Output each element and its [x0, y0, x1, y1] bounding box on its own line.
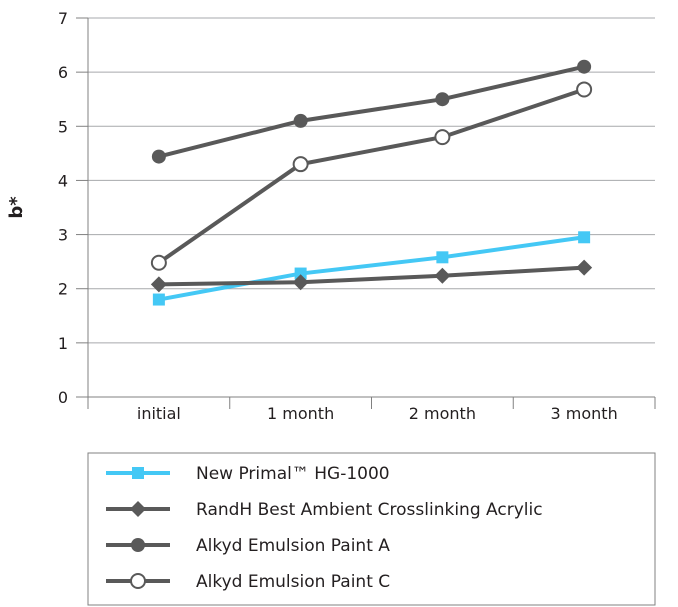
y-tick-label-1: 1	[58, 334, 68, 353]
series-1	[150, 259, 593, 293]
series-3-point-1	[292, 156, 309, 173]
series-3-line	[157, 87, 585, 265]
y-axis-title: b*	[6, 196, 27, 219]
series-0-point-0	[152, 293, 165, 306]
legend-item-3: Alkyd Emulsion Paint C	[106, 572, 390, 592]
series-0-line	[158, 235, 585, 302]
series-3	[150, 81, 593, 271]
legend-label-0: New Primal™ HG-1000	[196, 464, 390, 484]
y-tick-label-4: 4	[58, 171, 68, 190]
series-0-point-2	[436, 251, 449, 264]
series-3-point-3	[576, 81, 593, 98]
series-1-point-1	[292, 274, 309, 291]
x-tick-label-2: 2 month	[409, 404, 476, 423]
series-1-point-3	[576, 259, 593, 276]
series-0	[152, 231, 591, 306]
legend-marker-0	[132, 467, 144, 479]
legend-marker-2	[131, 538, 145, 552]
series-0-point-1	[294, 267, 307, 280]
series-1-point-2	[434, 267, 451, 284]
y-tick-label-2: 2	[58, 280, 68, 299]
x-tick-label-3: 3 month	[551, 404, 618, 423]
series-1-line	[158, 265, 585, 287]
series-1-point-0	[150, 276, 167, 293]
y-tick-label-7: 7	[58, 9, 68, 28]
grid-layer	[88, 17, 655, 344]
legend-label-1: RandH Best Ambient Crosslinking Acrylic	[196, 500, 543, 520]
legend-item-2: Alkyd Emulsion Paint A	[106, 536, 390, 556]
series-2-point-2	[435, 92, 450, 107]
series-3-point-2	[434, 129, 451, 146]
legend-marker-3	[130, 573, 146, 589]
series-2-point-0	[151, 149, 166, 164]
x-tick-label-1: 1 month	[267, 404, 334, 423]
legend-item-1: RandH Best Ambient Crosslinking Acrylic	[106, 500, 543, 520]
series-2-line	[158, 64, 585, 159]
series-2-point-1	[293, 113, 308, 128]
legend: New Primal™ HG-1000 RandH Best Ambient Cr…	[87, 452, 656, 606]
legend-box	[87, 452, 656, 606]
series-3-point-0	[150, 254, 167, 271]
legend-label-2: Alkyd Emulsion Paint A	[196, 536, 390, 556]
legend-label-3: Alkyd Emulsion Paint C	[196, 572, 390, 592]
legend-item-0: New Primal™ HG-1000	[106, 464, 390, 484]
x-tick-label-0: initial	[137, 404, 181, 423]
series-2	[151, 59, 592, 164]
y-tick-label-0: 0	[58, 388, 68, 407]
legend-marker-1	[130, 501, 146, 517]
series-layer	[150, 59, 593, 306]
y-tick-label-3: 3	[58, 226, 68, 245]
series-0-point-3	[578, 231, 591, 244]
series-2-point-3	[577, 59, 592, 74]
y-tick-label-6: 6	[58, 63, 68, 82]
y-tick-label-5: 5	[58, 117, 68, 136]
axes-layer: 0 1 2 3 4 5 6 7 initial 1 month 2 month 3 month	[58, 9, 656, 423]
